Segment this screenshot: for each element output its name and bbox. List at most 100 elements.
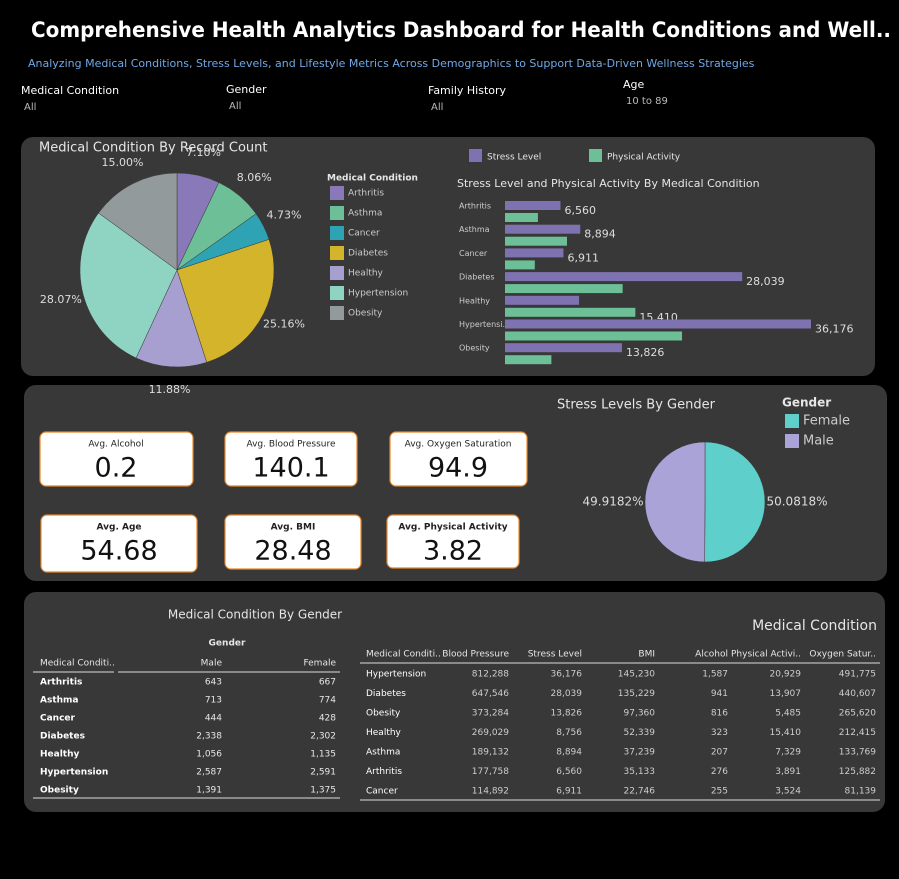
table-cell: 28,039 xyxy=(551,689,583,699)
table-cell: 207 xyxy=(711,748,728,758)
data-label: 25.16% xyxy=(263,317,305,330)
table-cell: 255 xyxy=(711,787,728,797)
column-header: Alcohol xyxy=(695,650,728,660)
filter-value[interactable]: 10 to 89 xyxy=(626,96,668,107)
table-cell: 6,911 xyxy=(556,787,582,797)
pie-slice xyxy=(98,172,178,271)
table-cell: 5,485 xyxy=(775,709,801,719)
table-cell: 1,587 xyxy=(702,670,728,680)
kpi-label: Avg. Physical Activity xyxy=(398,523,507,533)
data-label: 8,894 xyxy=(584,228,616,241)
table-cell: 125,882 xyxy=(839,767,876,777)
bar xyxy=(505,331,683,341)
column-header: Female xyxy=(303,659,336,669)
legend-label: Diabetes xyxy=(348,249,388,259)
bar xyxy=(505,295,580,305)
legend-swatch xyxy=(330,206,344,220)
data-label: 4.73% xyxy=(267,209,302,222)
data-label: 13,826 xyxy=(626,346,665,359)
legend-label: Healthy xyxy=(348,269,384,279)
pie-slice xyxy=(644,441,706,563)
legend-swatch xyxy=(589,149,602,162)
data-label: 36,176 xyxy=(815,323,854,336)
legend-swatch xyxy=(330,286,344,300)
chart-title: Medical Condition By Record Count xyxy=(39,141,268,156)
table-cell: 812,288 xyxy=(472,670,509,680)
pie-slice xyxy=(176,239,275,363)
data-label: 7.10% xyxy=(186,146,221,159)
table-cell: 265,620 xyxy=(839,709,876,719)
table-cell: 212,415 xyxy=(839,728,876,738)
column-header: Physical Activi.. xyxy=(731,650,801,660)
table-cell: 428 xyxy=(319,714,336,724)
kpi-value: 3.82 xyxy=(423,536,483,567)
table-cell: 667 xyxy=(319,678,336,688)
table-cell: 135,229 xyxy=(618,689,655,699)
legend-swatch xyxy=(330,266,344,280)
table-cell: 20,929 xyxy=(770,670,802,680)
bar xyxy=(505,319,811,329)
chart-title: Stress Levels By Gender xyxy=(557,398,716,413)
kpi-card xyxy=(224,431,358,487)
table-cell: 6,560 xyxy=(556,767,582,777)
data-label: 28,039 xyxy=(746,275,785,288)
bar xyxy=(505,260,535,270)
filter-value[interactable]: All xyxy=(229,101,241,112)
kpi-card xyxy=(389,431,528,487)
bar xyxy=(505,248,564,258)
legend-label: Male xyxy=(803,434,834,449)
table-cell: Asthma xyxy=(40,696,78,706)
table-cell: 145,230 xyxy=(618,670,655,680)
data-label: 6,560 xyxy=(564,204,596,217)
filter-value[interactable]: All xyxy=(24,102,36,113)
table-cell: 7,329 xyxy=(775,748,801,758)
table-cell: 37,239 xyxy=(624,748,656,758)
legend-swatch xyxy=(330,226,344,240)
table-cell: 36,176 xyxy=(551,670,583,680)
column-header: Stress Level xyxy=(528,650,582,660)
legend-swatch xyxy=(330,186,344,200)
table-cell: 15,410 xyxy=(770,728,802,738)
chart-title: Stress Level and Physical Activity By Me… xyxy=(457,177,760,190)
data-label: 49.9182% xyxy=(582,494,643,508)
pie-slice xyxy=(704,441,766,563)
table-cell: 3,891 xyxy=(775,767,801,777)
table-cell: Diabetes xyxy=(366,689,406,699)
table-cell: 373,284 xyxy=(472,709,509,719)
table-cell: Arthritis xyxy=(40,678,82,688)
kpi-value: 54.68 xyxy=(80,536,157,567)
table-cell: 177,758 xyxy=(472,767,509,777)
kpi-value: 94.9 xyxy=(428,453,488,484)
table-cell: 941 xyxy=(711,689,728,699)
table-cell: 13,826 xyxy=(551,709,583,719)
y-tick-label: Hypertensi.. xyxy=(459,320,508,329)
table-cell: Diabetes xyxy=(40,732,85,742)
table-cell: Healthy xyxy=(40,750,80,760)
legend-swatch xyxy=(469,149,482,162)
legend-swatch xyxy=(330,306,344,320)
legend-label: Physical Activity xyxy=(607,153,681,163)
table-cell: 440,607 xyxy=(839,689,876,699)
table-cell: 1,135 xyxy=(310,750,336,760)
kpi-value: 140.1 xyxy=(252,453,329,484)
y-tick-label: Obesity xyxy=(459,344,490,353)
table-cell: Cancer xyxy=(366,787,398,797)
legend-swatch xyxy=(785,414,799,428)
table-cell: Cancer xyxy=(40,714,76,724)
bar xyxy=(505,272,743,282)
table-cell: 1,375 xyxy=(310,786,336,796)
filter-value[interactable]: All xyxy=(431,102,443,113)
table-cell: 816 xyxy=(711,709,728,719)
data-label: 28.07% xyxy=(40,293,82,306)
data-label: 8.06% xyxy=(237,171,272,184)
kpi-label: Avg. Age xyxy=(96,523,141,533)
kpi-card xyxy=(224,514,362,570)
legend-label: Female xyxy=(803,414,850,429)
bar xyxy=(505,343,622,353)
legend-swatch xyxy=(330,246,344,260)
bar xyxy=(505,213,538,222)
bar xyxy=(505,201,561,210)
table-cell: 713 xyxy=(205,696,222,706)
table-cell: 3,524 xyxy=(775,787,801,797)
